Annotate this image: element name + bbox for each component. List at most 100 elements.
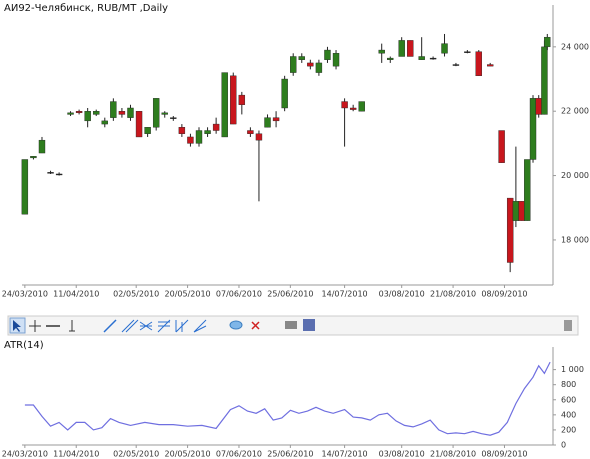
tool-trash[interactable] <box>564 320 572 331</box>
candle-body <box>93 111 100 115</box>
candle-body <box>498 130 505 163</box>
candle-body <box>195 130 203 144</box>
candle-body <box>541 46 548 115</box>
candle-body <box>518 201 525 221</box>
candle-body <box>84 111 91 122</box>
tool-fib[interactable] <box>139 321 153 331</box>
candle-body <box>512 201 520 221</box>
candle-body <box>144 127 151 134</box>
x-tick-label: 03/08/2010 <box>379 450 425 459</box>
candle-body <box>349 107 357 110</box>
candle-body <box>475 51 482 77</box>
x-tick-label: 14/07/2010 <box>322 290 368 299</box>
candle-body <box>178 127 186 134</box>
candle-body <box>464 51 471 53</box>
x-tick-label: 11/04/2010 <box>53 450 99 459</box>
y-tick-label: 600 <box>561 395 576 404</box>
x-tick-label: 21/08/2010 <box>430 450 476 459</box>
x-tick-label: 21/08/2010 <box>430 290 476 299</box>
candle-body <box>535 98 542 115</box>
candle-body <box>418 56 425 60</box>
candle-body <box>238 94 246 105</box>
candle-body <box>21 159 29 215</box>
candle-body <box>441 43 448 54</box>
y-tick-label: 400 <box>561 410 576 419</box>
atr-line <box>24 361 551 436</box>
candle-body <box>255 133 263 141</box>
tool-arc[interactable] <box>193 319 207 333</box>
candle-body <box>38 139 46 154</box>
candle-body <box>387 57 394 60</box>
candle-body <box>135 111 143 138</box>
indicator-title: ATR(14) <box>4 340 44 351</box>
x-tick-label: 25/06/2010 <box>267 290 313 299</box>
tool-channel[interactable] <box>121 319 139 333</box>
candle-body <box>47 172 54 174</box>
x-tick-label: 24/03/2010 <box>2 290 48 299</box>
candle-body <box>290 56 297 73</box>
x-tick-label: 07/06/2010 <box>216 290 262 299</box>
candle-body <box>429 57 437 60</box>
y-tick-label: 24 000 <box>561 42 589 51</box>
y-tick-label: 0 <box>561 441 566 450</box>
candle-body <box>152 98 160 128</box>
candle-body <box>529 98 537 160</box>
x-tick-label: 02/05/2010 <box>113 450 159 459</box>
tool-save[interactable] <box>303 319 315 331</box>
candle-body <box>221 72 228 138</box>
candle-body <box>506 197 514 263</box>
candle-body <box>204 130 211 134</box>
candle-body <box>272 117 280 122</box>
tool-vline[interactable] <box>69 320 75 332</box>
candle-body <box>212 123 220 131</box>
toolbar <box>7 315 579 336</box>
candle-body <box>161 112 168 115</box>
tool-print[interactable] <box>285 321 297 329</box>
candle-body <box>110 101 117 118</box>
x-tick-label: 03/08/2010 <box>379 290 425 299</box>
candle-body <box>398 40 405 57</box>
candle-body <box>486 64 494 67</box>
x-tick-label: 07/06/2010 <box>216 450 262 459</box>
candle-body <box>307 62 314 67</box>
candle-body <box>230 75 237 125</box>
x-tick-label: 20/05/2010 <box>165 290 211 299</box>
x-tick-label: 25/06/2010 <box>267 450 313 459</box>
candle-body <box>341 101 348 109</box>
candle-body <box>332 53 340 67</box>
tool-crosshair[interactable] <box>29 320 41 332</box>
tool-select-icon <box>13 320 21 332</box>
x-tick-label: 11/04/2010 <box>53 290 99 299</box>
candle-body <box>452 64 460 66</box>
y-tick-label: 18 000 <box>561 235 589 244</box>
y-tick-label: 22 000 <box>561 107 589 116</box>
candle-body <box>75 111 83 114</box>
candle-body <box>407 40 414 57</box>
candle-body <box>247 130 254 134</box>
x-tick-label: 02/05/2010 <box>113 290 159 299</box>
y-tick-label: 20 000 <box>561 171 589 180</box>
candle-body <box>358 101 365 112</box>
candle-body <box>187 136 194 144</box>
candle-body <box>544 36 551 48</box>
y-tick-label: 200 <box>561 425 576 434</box>
candle-body <box>170 117 177 119</box>
tool-comment[interactable] <box>229 320 243 330</box>
y-tick-label: 800 <box>561 380 576 389</box>
y-tick-label: 1 000 <box>561 365 584 374</box>
tool-levels[interactable] <box>157 319 171 333</box>
tool-fan[interactable] <box>175 319 189 333</box>
tool-trend[interactable] <box>103 319 117 333</box>
x-tick-label: 14/07/2010 <box>322 450 368 459</box>
candle-body <box>315 62 323 73</box>
tool-delete[interactable] <box>251 321 260 330</box>
candle-body <box>264 117 271 128</box>
x-tick-label: 08/09/2010 <box>481 450 527 459</box>
x-tick-label: 08/09/2010 <box>481 290 527 299</box>
candle-body <box>55 173 63 176</box>
x-tick-label: 24/03/2010 <box>2 450 48 459</box>
candle-body <box>524 159 531 221</box>
candle-body <box>30 156 37 159</box>
candle-body <box>378 49 385 54</box>
